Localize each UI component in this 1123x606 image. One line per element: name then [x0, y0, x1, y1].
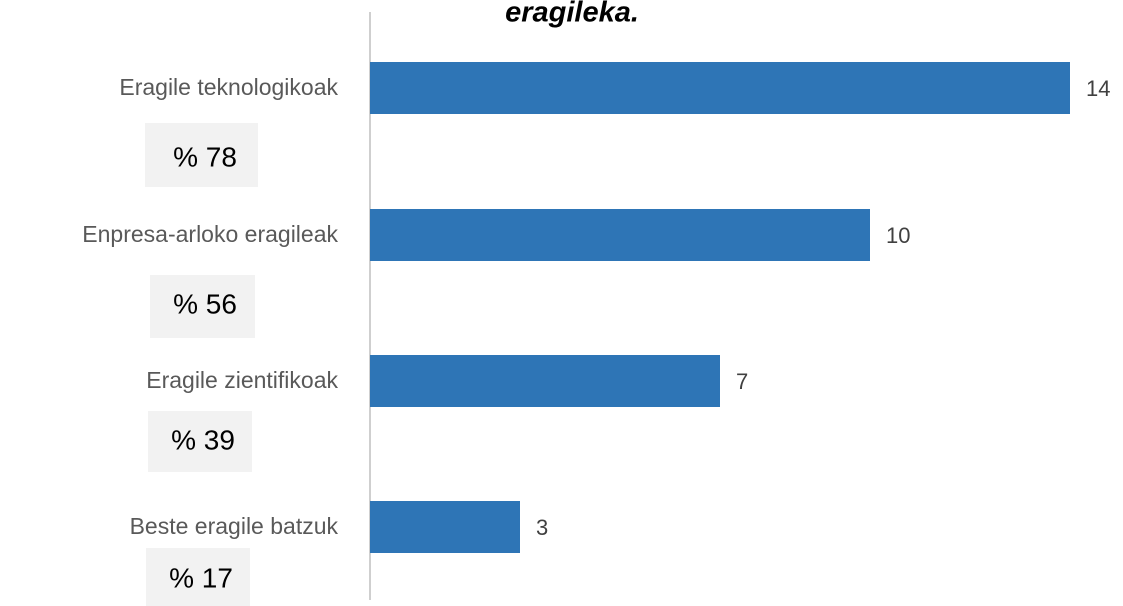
- value-label: 7: [736, 369, 748, 394]
- category-label: Eragile teknologikoak: [119, 74, 338, 100]
- annotation-box: [148, 411, 252, 472]
- category-label: Beste eragile batzuk: [130, 513, 339, 539]
- annotation: % 17: [169, 562, 233, 593]
- value-label: 14: [1086, 76, 1110, 101]
- chart-title: eragileka.: [505, 0, 639, 29]
- annotation: % 39: [171, 424, 235, 455]
- annotation: % 78: [173, 141, 237, 172]
- annotation-box: [150, 275, 255, 338]
- bar: [370, 62, 1070, 114]
- category-label: Enpresa-arloko eragileak: [82, 221, 338, 247]
- value-label: 10: [886, 223, 910, 248]
- bar: [370, 355, 720, 407]
- annotation-box: [146, 548, 250, 606]
- bar: [370, 501, 520, 553]
- bar: [370, 209, 870, 261]
- annotation: % 56: [173, 288, 237, 319]
- value-label: 3: [536, 515, 548, 540]
- category-label: Eragile zientifikoak: [146, 367, 338, 393]
- annotation-box: [145, 123, 258, 187]
